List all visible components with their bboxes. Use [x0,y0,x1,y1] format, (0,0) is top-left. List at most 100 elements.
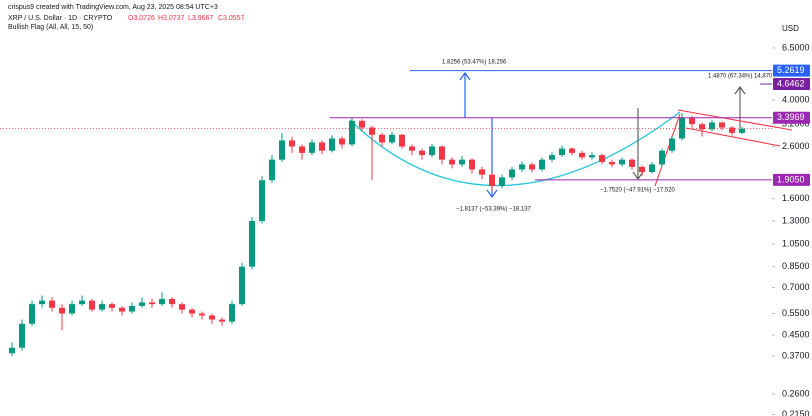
flag-line [677,109,793,131]
price-label-bg [773,78,810,91]
candle-body [129,305,135,312]
candle-body [49,300,55,308]
creator: crispus9 created with TradingView.com, A… [8,4,218,11]
candle-body [39,300,45,305]
arrowhead [734,86,746,95]
candle-body [9,347,15,354]
y-tick-label: 1.6000 [782,193,810,203]
axis-label: USD [782,24,799,33]
flag-pole [654,113,681,187]
ohlc-value: O3.0726 [128,15,155,22]
y-tick-label: 0.2600 [782,388,810,398]
candle-body [329,138,335,151]
ohlc-value: L3.9667 [188,15,213,22]
candle-body [419,150,425,156]
candle-body [29,304,35,324]
candle-body [529,164,535,170]
ohlc-value: C3.0557 [218,15,245,22]
candle-body [579,152,585,158]
candle-body [669,138,675,151]
candle-body [359,120,365,128]
measure-label: −1.8137 (−53.39%) −18,137 [456,207,532,213]
candle-body [169,298,175,305]
candle-body [629,159,635,167]
y-tick-label: 0.5500 [782,308,810,318]
candle-body [219,319,225,322]
y-tick-label: 0.7000 [782,282,810,292]
price-label-bg [773,64,810,77]
candle-body [289,140,295,147]
candle-body [19,323,25,348]
candle-body [249,221,255,267]
measure-label: 1.4870 (67.34%) 14,870 [708,74,773,80]
candle-body [269,159,275,181]
candle-body [159,298,165,305]
candle-body [399,134,405,147]
candle-body [659,150,665,165]
arrowhead [459,71,471,81]
y-tick-label: 1.3000 [782,215,810,225]
y-tick-label: 0.2150 [782,409,810,416]
candle-body [519,164,525,170]
candle-body [229,304,235,322]
candle-body [559,148,565,156]
price-label: 3.3969 [777,112,805,122]
candle-body [679,117,685,139]
candle-body [59,307,65,314]
y-tick-label: 0.8500 [782,261,810,271]
candle-body [649,164,655,173]
candle-body [279,140,285,160]
candle-body [389,134,395,143]
candle-body [729,127,735,133]
candle-body [89,300,95,310]
candle-body [549,155,555,160]
candle-body [149,302,155,305]
price-label: 4.6462 [777,78,805,88]
candle-body [489,174,495,187]
candle-body [379,134,385,143]
candle-body [199,313,205,316]
candles [9,112,745,357]
candle-body [609,162,615,165]
candle-body [309,142,315,153]
candle-body [509,169,515,178]
candle-body [499,177,505,187]
y-tick-label: 1.0500 [782,238,810,248]
measure-label: 1.8256 (53.47%) 18,256 [442,60,507,66]
candle-body [589,155,595,158]
candle-body [469,159,475,170]
candle-body [689,117,695,125]
price-label-bg [773,111,810,124]
candle-body [619,159,625,165]
ohlc-value: H3.0737 [158,15,185,22]
candle-body [99,304,105,310]
candle-body [639,166,645,173]
candle-body [739,128,745,133]
candle-body [339,138,345,145]
candle-body [539,159,545,170]
price-label-bg [773,173,810,186]
candle-body [69,304,75,314]
y-tick-label: 0.4500 [782,329,810,339]
measure-label: −1.7520 (−47.91%) −17,520 [600,188,676,194]
y-tick-label: 2.6000 [782,141,810,151]
candle-body [459,159,465,165]
candle-body [349,120,355,145]
candle-body [139,302,145,306]
y-tick-label: 6.5000 [782,42,810,52]
indicator: Bullish Flag (All, All, 15, 50) [8,24,93,31]
candle-body [439,146,445,160]
candle-body [189,309,195,314]
candle-body [569,148,575,153]
candle-body [369,127,375,135]
candle-body [719,122,725,128]
price-label: 5.2619 [777,65,805,75]
candle-body [239,266,245,305]
candle-body [599,155,605,163]
arrowhead [632,171,644,180]
price-label: 1.9050 [777,174,805,184]
arrowhead [486,189,498,199]
candle-body [209,315,215,320]
